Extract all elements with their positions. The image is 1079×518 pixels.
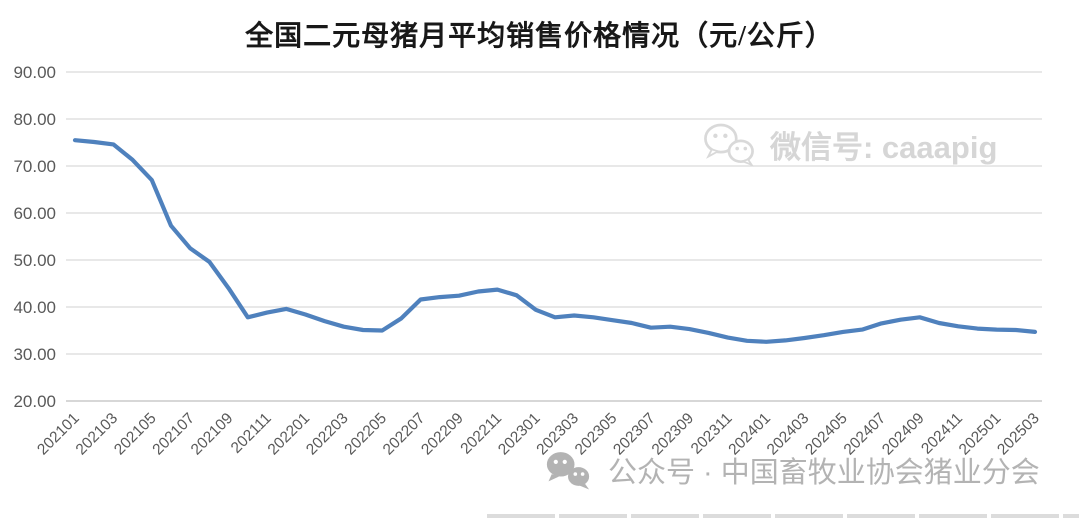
x-tick-label: 202209: [418, 410, 467, 459]
y-tick-label: 80.00: [13, 110, 56, 129]
cropped-table-edge: [487, 514, 1079, 518]
x-tick-label: 202403: [764, 410, 813, 459]
x-tick-label: 202205: [341, 410, 390, 459]
y-tick-label: 60.00: [13, 204, 56, 223]
x-tick-label: 202207: [380, 410, 429, 459]
x-tick-label: 202503: [994, 410, 1043, 459]
x-tick-label: 202307: [610, 410, 659, 459]
y-tick-label: 40.00: [13, 298, 56, 317]
x-tick-label: 202305: [572, 410, 621, 459]
x-tick-label: 202107: [149, 410, 198, 459]
x-tick-label: 202401: [725, 410, 774, 459]
x-tick-label: 202407: [841, 410, 890, 459]
x-tick-label: 202409: [879, 410, 928, 459]
chart-title: 全国二元母猪月平均销售价格情况（元/公斤）: [245, 21, 834, 52]
x-tick-label: 202109: [188, 410, 237, 459]
x-tick-label: 202105: [111, 410, 160, 459]
x-tick-label: 202301: [495, 410, 544, 459]
x-tick-label: 202203: [303, 410, 352, 459]
y-tick-label: 30.00: [13, 345, 56, 364]
y-tick-label: 20.00: [13, 392, 56, 411]
x-tick-label: 202405: [802, 410, 851, 459]
x-tick-label: 202303: [533, 410, 582, 459]
x-tick-label: 202103: [73, 410, 122, 459]
x-tick-label: 202309: [649, 410, 698, 459]
price-line-series: [72, 138, 1038, 344]
x-tick-label: 202201: [265, 410, 314, 459]
y-tick-label: 70.00: [13, 157, 56, 176]
y-tick-label: 90.00: [13, 63, 56, 82]
x-tick-label: 202101: [34, 410, 83, 459]
x-tick-label: 202501: [956, 410, 1005, 459]
y-tick-label: 50.00: [13, 251, 56, 270]
